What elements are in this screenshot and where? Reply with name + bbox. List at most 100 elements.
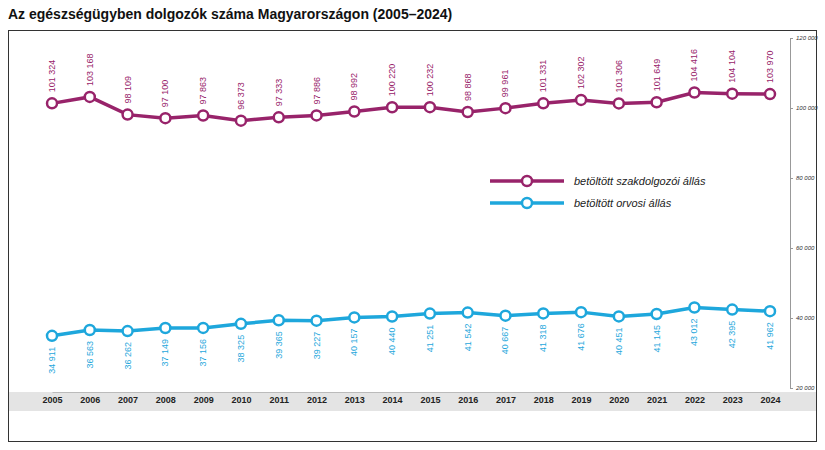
- data-label: 34 911: [47, 347, 57, 374]
- data-label: 97 863: [198, 77, 208, 105]
- x-tick-label: 2021: [647, 395, 667, 405]
- y-tick: 120 000: [790, 35, 818, 41]
- point: [387, 102, 397, 112]
- data-label: 39 365: [274, 331, 284, 359]
- x-tick: 2023: [723, 392, 743, 405]
- x-tick-label: 2022: [685, 395, 705, 405]
- x-tick: 2020: [609, 392, 629, 405]
- y-axis: 20 00040 00060 00080 000100 000120 000: [790, 35, 818, 391]
- point: [727, 305, 737, 315]
- x-tick-label: 2007: [118, 395, 138, 405]
- x-tick: 2022: [685, 392, 705, 405]
- x-tick: 2017: [496, 392, 516, 405]
- point: [85, 325, 95, 335]
- data-label: 41 318: [538, 324, 548, 352]
- point: [47, 331, 57, 341]
- data-label: 37 149: [160, 339, 170, 367]
- y-tick-label: 80 000: [796, 175, 815, 181]
- point: [312, 110, 322, 120]
- title: Az egészségügyben dolgozók száma Magyaro…: [8, 6, 452, 22]
- x-tick: 2011: [269, 392, 289, 405]
- y-tick-mark: [790, 248, 793, 249]
- x-tick-label: 2017: [496, 395, 516, 405]
- data-label: 97 100: [160, 80, 170, 108]
- data-label: 100 232: [425, 64, 435, 97]
- x-tick: 2006: [80, 392, 100, 405]
- point: [123, 110, 133, 120]
- x-tick-label: 2016: [458, 395, 478, 405]
- data-label: 104 104: [727, 50, 737, 83]
- x-tick: 2007: [118, 392, 138, 405]
- point: [123, 326, 133, 336]
- y-tick-mark: [790, 178, 793, 179]
- legend-marker: [522, 176, 532, 186]
- y-tick-label: 120 000: [796, 35, 818, 41]
- data-label: 97 886: [312, 77, 322, 105]
- y-tick: 100 000: [790, 105, 818, 111]
- x-tick: 2016: [458, 392, 478, 405]
- data-label: 98 109: [123, 76, 133, 104]
- point: [425, 102, 435, 112]
- point: [614, 98, 624, 108]
- x-tick-label: 2008: [156, 395, 176, 405]
- point: [689, 302, 699, 312]
- data-label: 40 157: [349, 328, 359, 356]
- point: [349, 107, 359, 117]
- x-tick-label: 2013: [345, 395, 365, 405]
- data-label: 40 440: [387, 327, 397, 355]
- data-label: 40 451: [614, 327, 624, 355]
- data-label: 102 302: [576, 56, 586, 89]
- point: [727, 89, 737, 99]
- data-label: 104 416: [689, 49, 699, 82]
- y-axis-line: [791, 39, 794, 389]
- x-tick: 2021: [647, 392, 667, 405]
- y-tick-label: 60 000: [796, 245, 815, 251]
- point: [765, 306, 775, 316]
- point: [463, 308, 473, 318]
- point: [463, 107, 473, 117]
- x-tick-label: 2019: [572, 395, 592, 405]
- frame: [9, 31, 817, 442]
- x-tick: 2012: [307, 392, 327, 405]
- x-axis-band: [9, 392, 816, 411]
- x-axis: 2005200620072008200920102011201220132014…: [42, 392, 780, 405]
- point: [765, 89, 775, 99]
- x-tick-label: 2020: [609, 395, 629, 405]
- data-labels: 101 324 103 168 98 109 97 100 97 863 96 373 97…: [47, 49, 775, 374]
- data-label: 98 868: [463, 73, 473, 101]
- data-label: 98 992: [349, 73, 359, 101]
- point: [160, 323, 170, 333]
- data-label: 96 373: [236, 82, 246, 110]
- data-label: 101 324: [47, 60, 57, 93]
- data-label: 41 542: [463, 324, 473, 352]
- x-tick-label: 2012: [307, 395, 327, 405]
- y-tick: 60 000: [790, 245, 815, 251]
- legend-item: betöltött szakdolgozói állás: [490, 175, 706, 187]
- y-tick: 20 000: [790, 385, 815, 391]
- point: [538, 308, 548, 318]
- data-label: 101 331: [538, 60, 548, 93]
- x-tick-label: 2011: [269, 395, 289, 405]
- legend-marker: [522, 198, 532, 208]
- data-label: 41 251: [425, 325, 435, 353]
- y-tick: 80 000: [790, 175, 815, 181]
- point: [198, 323, 208, 333]
- data-label: 38 325: [236, 335, 246, 363]
- x-tick: 2005: [42, 392, 62, 405]
- data-label: 103 168: [85, 53, 95, 86]
- point: [312, 316, 322, 326]
- point: [652, 97, 662, 107]
- x-tick: 2018: [534, 392, 554, 405]
- y-tick-mark: [790, 318, 793, 319]
- data-label: 39 227: [312, 332, 322, 360]
- y-tick-label: 100 000: [796, 105, 818, 111]
- y-tick-label: 20 000: [795, 385, 815, 391]
- x-tick-label: 2024: [760, 395, 780, 405]
- chart: Az egészségügyben dolgozók száma Magyaro…: [0, 0, 825, 450]
- data-label: 43 012: [689, 318, 699, 346]
- legend-label: betöltött szakdolgozói állás: [574, 175, 706, 187]
- point: [47, 98, 57, 108]
- x-tick: 2013: [345, 392, 365, 405]
- point: [236, 319, 246, 329]
- point: [576, 95, 586, 105]
